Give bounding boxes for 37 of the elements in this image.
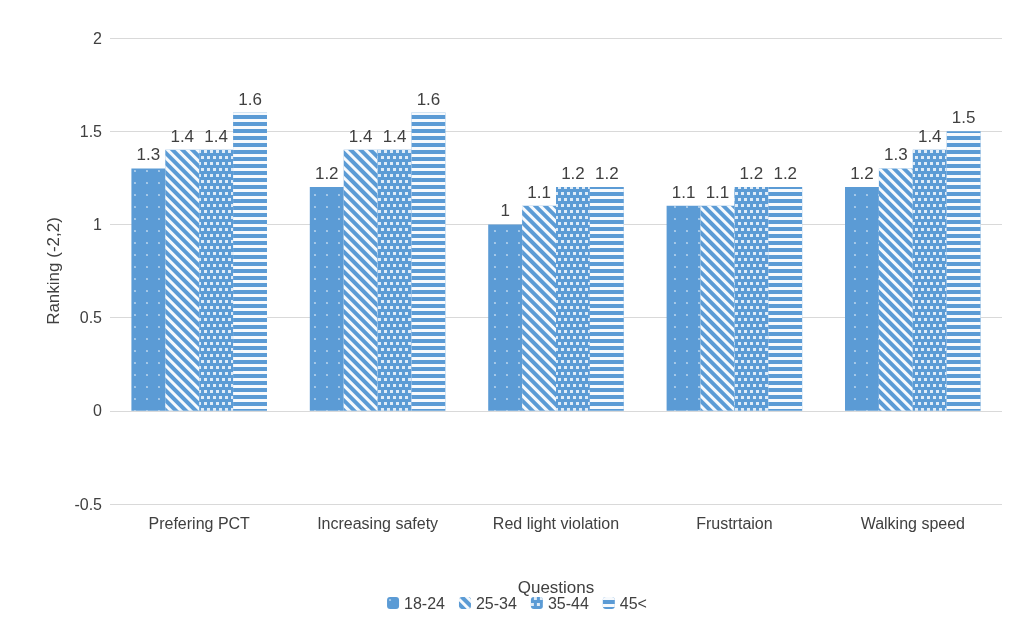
data-label: 1.2: [561, 164, 585, 184]
x-tick-label: Frustrtaion: [696, 514, 773, 532]
data-label: 1.1: [705, 182, 730, 202]
y-tick-label: 1.5: [79, 122, 103, 140]
data-label: 1.1: [671, 182, 696, 202]
data-label: 1.4: [204, 126, 228, 146]
x-tick-label: Walking speed: [860, 514, 965, 532]
data-label: 1.5: [951, 108, 976, 128]
data-label: 1: [500, 201, 510, 221]
legend-label: 35-44: [547, 594, 589, 612]
x-tick-label: Increasing safety: [317, 514, 439, 532]
data-label: 1.6: [416, 89, 441, 109]
data-label: 1.4: [382, 126, 407, 146]
x-tick-label: Red light violation: [492, 514, 620, 532]
data-label: 1.2: [773, 164, 798, 184]
y-tick-label: -0.5: [74, 495, 103, 513]
data-label: 1.3: [136, 145, 161, 165]
data-label: 1.2: [739, 164, 764, 184]
data-label: 1.3: [884, 145, 908, 165]
data-label: 1.2: [850, 164, 874, 184]
y-tick-label: 0.5: [79, 309, 103, 327]
data-label: 1.4: [917, 126, 942, 146]
x-axis-title: Questions: [517, 578, 595, 597]
data-label: 1.6: [238, 89, 262, 109]
legend-label: 25-34: [475, 594, 517, 612]
data-label: 1.1: [527, 182, 551, 202]
data-label: 1.4: [170, 126, 195, 146]
data-label: 1.2: [595, 164, 619, 184]
y-tick-label: 2: [93, 29, 103, 47]
y-tick-label: 1: [93, 215, 103, 233]
x-tick-label: Prefering PCT: [148, 514, 251, 532]
y-axis-title: Ranking (-2,2): [44, 217, 63, 325]
y-tick-label: 0: [93, 402, 103, 420]
data-label: 1.2: [314, 164, 339, 184]
legend-label: 18-24: [404, 594, 446, 612]
legend-label: 45<: [619, 594, 647, 612]
data-label: 1.4: [348, 126, 373, 146]
